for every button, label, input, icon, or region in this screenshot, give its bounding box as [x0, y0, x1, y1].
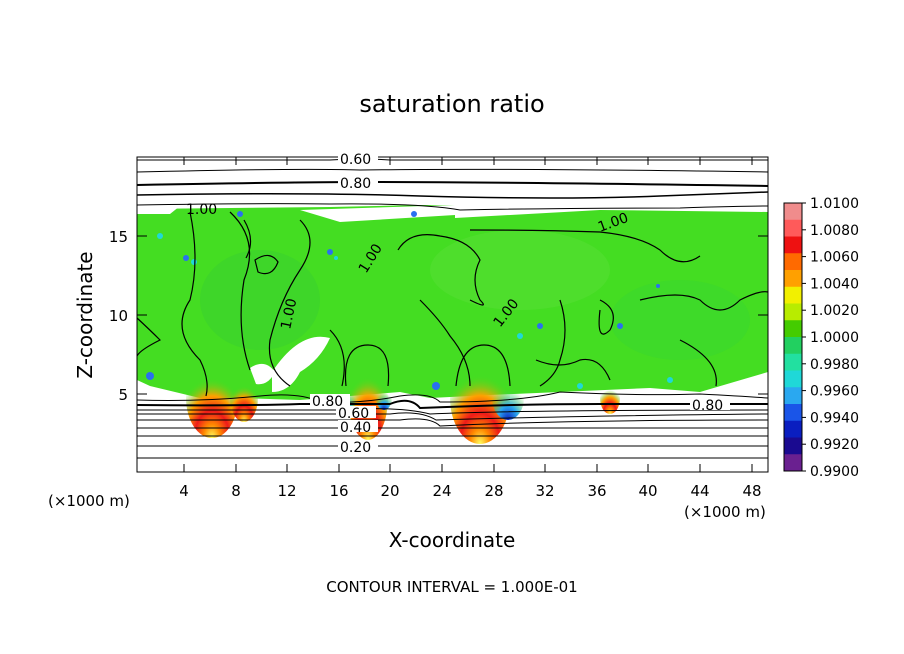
x-tick-label: 4 [179, 482, 189, 500]
y-tick-labels: 5 10 15 [109, 228, 128, 404]
contour-label: 0.20 [340, 440, 371, 456]
dry-gap [300, 205, 455, 222]
colorbar-label: 1.0040 [810, 276, 859, 292]
colorbar-swatch [784, 420, 802, 438]
y-ticks [137, 235, 768, 395]
cloud-patch [200, 250, 320, 350]
y-tick-label: 10 [109, 307, 128, 325]
x-unit-label: (×1000 m) [684, 503, 766, 521]
colorbar-label: 0.9920 [810, 437, 859, 453]
colorbar-swatch [784, 286, 802, 304]
colorbar-label: 1.0060 [810, 250, 859, 266]
colorbar-label: 0.9900 [810, 464, 859, 480]
colorbar-swatch [784, 437, 802, 455]
updraft-core [450, 352, 510, 444]
x-axis-label: X-coordinate [389, 528, 516, 552]
colorbar-label: 1.0000 [810, 330, 859, 346]
contour-label: 0.60 [338, 406, 369, 422]
x-tick-label: 40 [638, 482, 657, 500]
contour-label: 0.60 [340, 152, 371, 168]
updraft-core [348, 356, 388, 440]
x-tick-label: 20 [380, 482, 399, 500]
contour-label: 1.00 [186, 202, 217, 218]
subsaturated-speckles [146, 211, 660, 390]
colorbar-swatch [784, 253, 802, 271]
cloud-patch [430, 230, 610, 310]
colorbar: 1.0100 1.0080 1.0060 1.0040 1.0020 1.0000 0.99… [783, 196, 859, 480]
colorbar-label: 1.0100 [810, 196, 859, 212]
dry-gap [250, 363, 275, 385]
contour-labels: 0.60 0.80 1.00 1.00 1.00 1.00 1.00 0.80 … [186, 152, 730, 456]
x-tick-labels: 4 8 12 16 20 24 28 32 36 40 44 48 [179, 482, 761, 500]
x-tick-label: 36 [587, 482, 606, 500]
colorbar-swatch [784, 370, 802, 388]
colorbar-swatch [784, 320, 802, 338]
colorbar-swatch [784, 303, 802, 321]
contours-upper [137, 158, 768, 211]
colorbar-label: 0.9980 [810, 357, 859, 373]
contours-lower [137, 391, 768, 459]
y-unit-label: (×1000 m) [48, 492, 130, 510]
contours-cloud [137, 211, 768, 397]
colorbar-swatch [784, 337, 802, 355]
x-tick-label: 8 [231, 482, 241, 500]
colorbar-swatch [784, 236, 802, 254]
contour-label: 0.80 [312, 394, 343, 410]
x-tick-label: 44 [690, 482, 709, 500]
contour-label: 1.00 [278, 297, 300, 331]
y-tick-label: 5 [118, 386, 128, 404]
y-axis-label: Z-coordinate [73, 251, 97, 378]
colorbar-swatch [784, 454, 802, 472]
x-tick-label: 28 [484, 482, 503, 500]
updraft-core [600, 382, 620, 414]
colorbar-swatch [784, 353, 802, 371]
updraft-core [186, 358, 238, 438]
colorbar-swatch [784, 270, 802, 288]
contour-label: 0.40 [340, 420, 371, 436]
plot-area [137, 158, 768, 459]
colorbar-label: 0.9960 [810, 384, 859, 400]
colorbar-label: 1.0020 [810, 303, 859, 319]
colorbar-swatch [784, 203, 802, 221]
x-tick-label: 48 [742, 482, 761, 500]
x-tick-label: 24 [432, 482, 451, 500]
x-tick-label: 12 [277, 482, 296, 500]
dry-gap [272, 336, 330, 392]
colorbar-swatch [784, 387, 802, 405]
colorbar-label: 0.9940 [810, 410, 859, 426]
x-ticks [183, 157, 753, 472]
colorbar-swatch [784, 219, 802, 237]
dry-gap [137, 206, 180, 214]
colorbar-swatch [784, 404, 802, 422]
x-tick-label: 16 [329, 482, 348, 500]
contour-interval-note: CONTOUR INTERVAL = 1.000E-01 [326, 578, 577, 596]
colorbar-label: 1.0080 [810, 223, 859, 239]
downdraft-core [492, 376, 524, 420]
contour-label: 0.80 [692, 398, 723, 414]
x-tick-label: 32 [535, 482, 554, 500]
chart-title: saturation ratio [359, 90, 544, 118]
contour-label: 0.80 [340, 176, 371, 192]
y-tick-label: 15 [109, 228, 128, 246]
cloud-patch [610, 280, 750, 360]
